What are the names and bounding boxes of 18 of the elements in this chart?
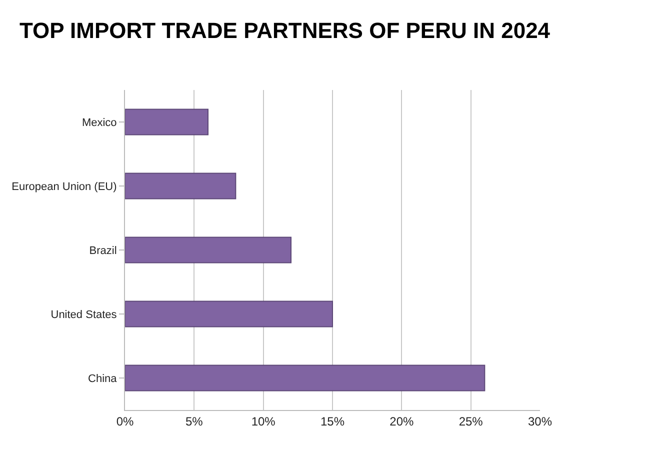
x-tick-label: 25% bbox=[458, 414, 484, 428]
bar bbox=[125, 364, 486, 392]
y-tick-label: United States bbox=[50, 308, 118, 321]
bar bbox=[125, 236, 292, 264]
x-tick-label: 0% bbox=[116, 414, 134, 428]
y-tick-label: Mexico bbox=[82, 116, 117, 129]
x-tick-label: 15% bbox=[320, 414, 345, 428]
y-tick-label: European Union (EU) bbox=[12, 180, 117, 193]
x-tick-label: 30% bbox=[528, 414, 552, 428]
x-tick-label: 20% bbox=[390, 414, 414, 428]
y-tick-label: Brazil bbox=[89, 244, 117, 257]
bar bbox=[125, 300, 333, 328]
bar bbox=[125, 108, 208, 136]
x-tick-label: 5% bbox=[186, 414, 204, 428]
bar bbox=[125, 172, 236, 200]
y-tick-label: China bbox=[88, 372, 118, 385]
chart-title: TOP IMPORT TRADE PARTNERS OF PERU IN 2024 bbox=[20, 18, 551, 43]
x-tick-label: 10% bbox=[251, 414, 276, 428]
